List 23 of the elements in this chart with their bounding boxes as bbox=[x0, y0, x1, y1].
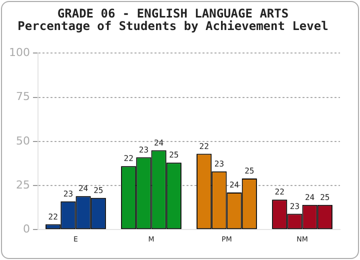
text: 25 bbox=[320, 192, 330, 202]
text: 23 bbox=[290, 202, 300, 211]
chart-subtitle: Percentage of Students by Achievement Level bbox=[18, 19, 328, 34]
y-tick-label: 100 bbox=[8, 46, 30, 60]
chart-title: GRADE 06 - ENGLISH LANGUAGE ARTS bbox=[57, 6, 289, 20]
y-tick-label: 50 bbox=[16, 134, 30, 148]
text: 25 bbox=[244, 166, 254, 176]
series-label: 22 bbox=[124, 154, 134, 164]
text: 24 bbox=[229, 180, 240, 190]
y-tick-label: 25 bbox=[16, 178, 30, 192]
y-tick-label: 75 bbox=[16, 90, 30, 104]
text: 22 bbox=[199, 142, 209, 151]
text: 23 bbox=[138, 145, 149, 154]
text: 24 bbox=[304, 192, 315, 202]
series-label: 23 bbox=[63, 189, 74, 198]
text: 22 bbox=[274, 188, 284, 197]
text: 25 bbox=[169, 150, 179, 160]
y-tick-label: 0 bbox=[22, 222, 30, 236]
series-label: 25 bbox=[94, 186, 104, 195]
series-label: 24 bbox=[154, 138, 164, 148]
text: 23 bbox=[214, 159, 224, 168]
text: 22 bbox=[48, 212, 58, 222]
text: 24 bbox=[78, 184, 88, 194]
